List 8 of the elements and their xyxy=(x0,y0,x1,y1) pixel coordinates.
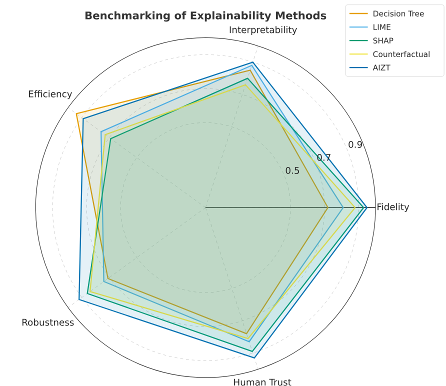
y-tick-label: 0.9 xyxy=(348,140,362,148)
spoke-label: Efficiency xyxy=(29,90,72,100)
text: Benchmarking of Explainability Methods xyxy=(85,11,326,22)
spoke-label: Human Trust xyxy=(234,378,292,386)
spoke-label: Interpretability xyxy=(230,26,297,35)
y-tick-label: 0.5 xyxy=(286,166,300,174)
spoke-label: Fidelity xyxy=(378,203,410,212)
spoke-label: Robustness xyxy=(22,318,74,326)
